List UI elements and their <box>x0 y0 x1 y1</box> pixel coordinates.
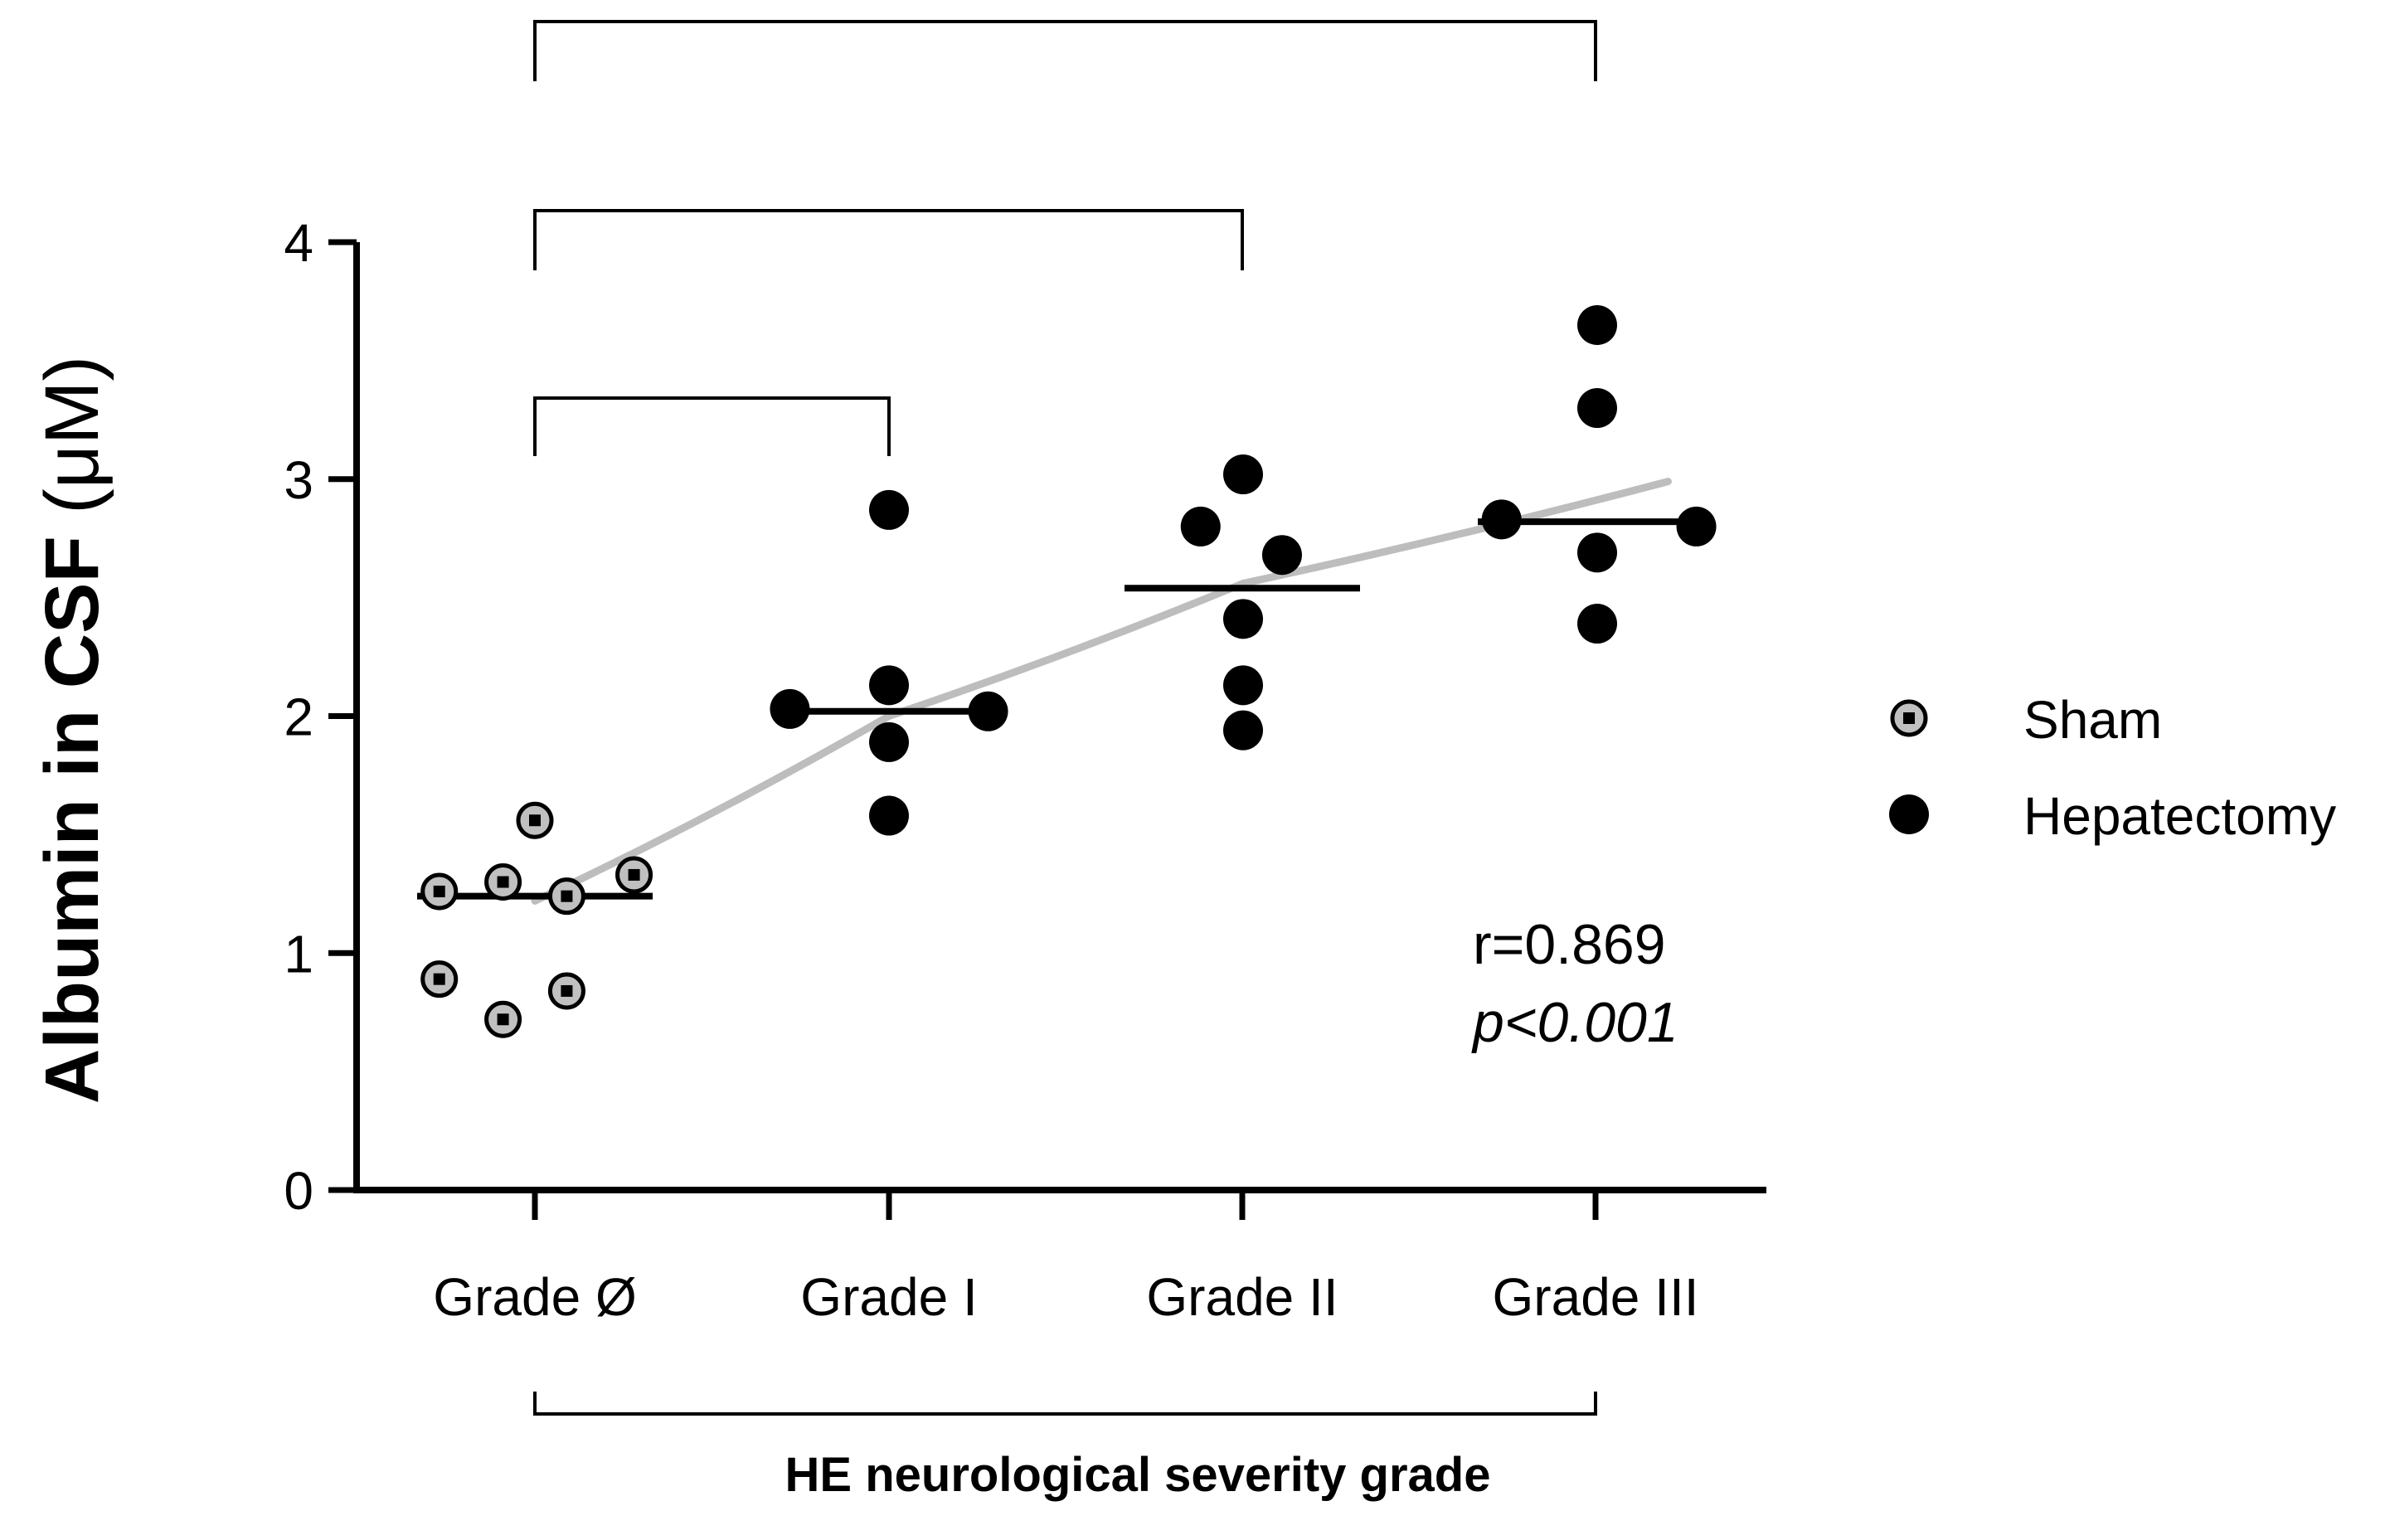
sham-point-dot <box>497 876 509 888</box>
hepatectomy-point <box>1180 506 1221 547</box>
hepatectomy-point <box>869 489 909 530</box>
correlation-p: p<0.001 <box>1471 991 1678 1054</box>
significance-bracket <box>533 20 1597 81</box>
y-tick-label: 4 <box>284 213 313 273</box>
hepatectomy-point <box>1223 454 1263 495</box>
legend-entry-sham: Sham <box>1890 690 2162 750</box>
x-group-bracket <box>533 1392 1597 1416</box>
y-axis-label: Albumin in CSF (μM) <box>30 356 114 1104</box>
axes: 0 1 2 3 4 Grade Ø Grade I Grade II Grade III <box>284 213 1766 1416</box>
sham-point-dot <box>529 814 541 827</box>
x-category-label: Grade III <box>1493 1267 1699 1327</box>
hepatectomy-point <box>1481 499 1522 540</box>
hepatectomy-point <box>770 688 810 729</box>
x-category-label: Grade I <box>800 1267 977 1327</box>
y-tick-label: 3 <box>284 450 313 510</box>
sham-point-dot <box>433 973 445 985</box>
hepatectomy-point <box>1577 532 1617 573</box>
hepatectomy-point <box>1676 506 1717 547</box>
y-axis-label-main: Albumin in CSF <box>30 536 114 1104</box>
hepatectomy-point <box>1261 535 1302 576</box>
legend-sham-label: Sham <box>2023 690 2162 750</box>
hepatectomy-point <box>1223 710 1263 751</box>
y-tick-label: 0 <box>284 1161 313 1221</box>
significance-brackets <box>533 20 1597 456</box>
hepatectomy-point <box>1577 604 1617 644</box>
hepatectomy-point <box>1223 665 1263 706</box>
y-tick-label: 2 <box>284 687 313 747</box>
sham-point-dot <box>433 885 445 897</box>
sham-point-dot <box>628 868 640 881</box>
significance-bracket <box>533 396 891 456</box>
hepatectomy-point <box>1577 305 1617 346</box>
hepatectomy-point <box>968 691 1008 731</box>
legend-sham-marker-dot <box>1903 712 1915 724</box>
x-category-label: Grade II <box>1146 1267 1338 1327</box>
correlation-r: r=0.869 <box>1473 913 1666 976</box>
x-axis-label: HE neurological severity grade <box>785 1448 1491 1502</box>
sham-point-dot <box>561 890 573 902</box>
sham-point-dot <box>497 1013 509 1026</box>
trend-line-group <box>531 478 1672 905</box>
y-axis-label-unit: (μM) <box>30 356 114 514</box>
hepatectomy-point <box>869 721 909 762</box>
legend: Sham Hepatectomy <box>1889 690 2336 846</box>
trend-line <box>531 478 1672 905</box>
hepatectomy-point <box>869 795 909 836</box>
significance-bracket <box>533 209 1244 270</box>
hepatectomy-point <box>1223 599 1263 639</box>
median-lines <box>417 518 1713 900</box>
legend-hepatectomy-label: Hepatectomy <box>2023 786 2336 846</box>
legend-entry-hepatectomy: Hepatectomy <box>1889 786 2336 846</box>
hepatectomy-point <box>869 665 909 706</box>
sham-point-dot <box>561 984 573 997</box>
legend-hepatectomy-marker <box>1889 794 1929 834</box>
y-tick-label: 1 <box>284 924 313 984</box>
x-category-label: Grade Ø <box>433 1267 636 1327</box>
data-points <box>420 305 1717 1038</box>
hepatectomy-point <box>1577 388 1617 429</box>
